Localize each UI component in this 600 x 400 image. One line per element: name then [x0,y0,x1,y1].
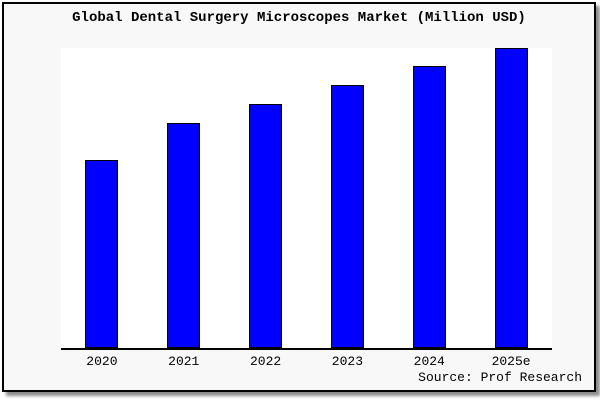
x-axis-labels: 2020 2021 2022 2023 2024 2025e [61,354,552,370]
chart-frame: Global Dental Surgery Microscopes Market… [2,2,596,392]
x-tick-2021: 2021 [168,354,200,369]
bar-2024 [412,66,446,348]
bar-2022 [249,104,283,348]
x-tick-2025e: 2025e [491,354,531,369]
bar-2020 [85,160,119,348]
plot-area [61,48,552,350]
bar-2025e [494,48,528,348]
source-label: Source: Prof Research [418,370,582,385]
x-tick-2023: 2023 [331,354,364,369]
bar-2023 [330,85,364,348]
x-tick-2022: 2022 [249,354,282,369]
bar-2021 [167,123,201,348]
x-tick-2024: 2024 [413,354,445,369]
x-tick-2020: 2020 [86,354,118,369]
chart-title: Global Dental Surgery Microscopes Market… [72,10,526,26]
